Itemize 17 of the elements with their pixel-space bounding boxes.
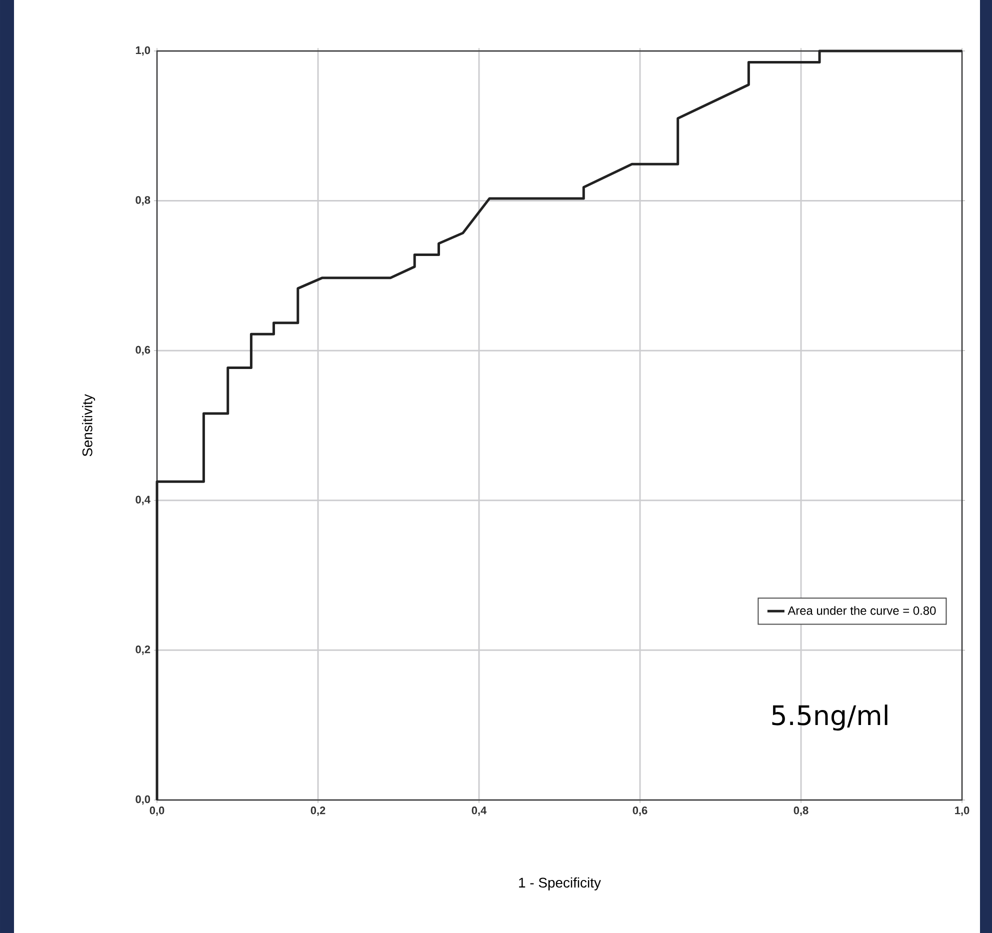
y-tick-label: 0,4 [136, 496, 150, 506]
y-tick-label: 1,0 [136, 46, 150, 56]
annotation: 5.5ng/ml [772, 704, 888, 731]
x-axis-title: 1 - Specificity [519, 877, 601, 890]
x-tick-label: 0,6 [632, 806, 648, 816]
x-tick-label: 0,2 [310, 806, 326, 816]
y-tick-label: 0,2 [136, 646, 150, 655]
x-tick-label: 0,4 [472, 806, 487, 816]
y-tick-label: 0,0 [136, 795, 150, 805]
y-axis-title: Sensitivity [82, 394, 96, 456]
x-tick-label: 0,8 [794, 806, 808, 816]
x-tick-label: 1,0 [955, 806, 970, 816]
y-tick-label: 0,6 [136, 346, 150, 356]
x-tick-label: 0,0 [150, 806, 164, 816]
legend-label: Area under the curve = 0.80 [788, 606, 936, 615]
y-tick-label: 0,8 [136, 196, 150, 206]
line-series [156, 50, 964, 802]
